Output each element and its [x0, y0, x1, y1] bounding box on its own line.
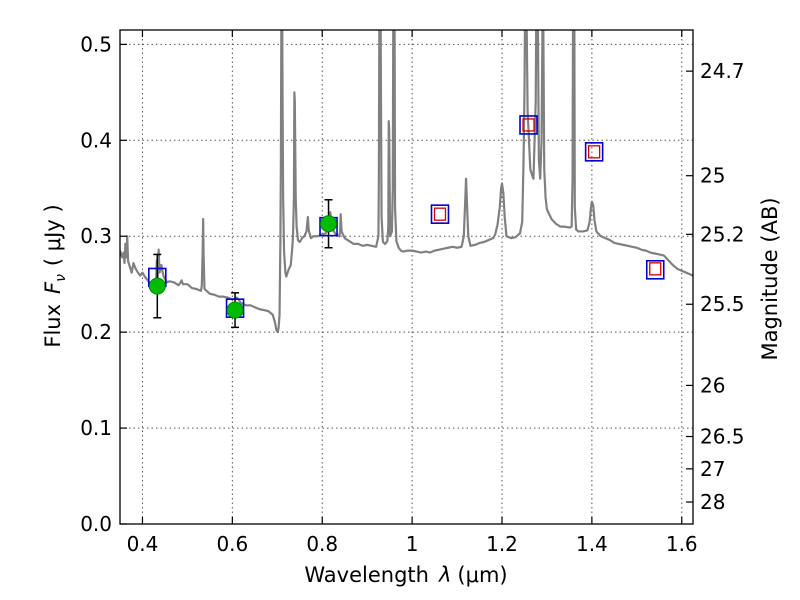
predicted-square	[587, 145, 601, 159]
x-tick-label: 1.4	[576, 532, 608, 556]
y2-tick-label: 25.5	[700, 292, 745, 316]
plot-frame	[119, 29, 694, 525]
x-tick-label: 0.4	[127, 532, 159, 556]
grid-lines	[120, 30, 693, 524]
model-photometry-square	[584, 142, 604, 162]
x-tick-label: 1	[406, 532, 419, 556]
y-tick-label: 0.1	[80, 416, 112, 440]
axes-group: 0.4 0.6 0.8 1 1.2 1.4 1.6 0.0 0.1 0.2 0.3 0.4 0.5 24.…	[80, 29, 745, 556]
y2-tick-label: 26.5	[700, 425, 745, 449]
x-tick-label: 1.2	[486, 532, 518, 556]
y-tick-label: 0.0	[80, 512, 112, 536]
observed-point	[226, 301, 244, 319]
predicted-square	[522, 118, 535, 132]
model-photometry-square	[430, 204, 450, 224]
y2-axis-label: Magnitude (AB)	[758, 197, 782, 360]
x-tick-label: 0.6	[216, 532, 248, 556]
y2-tick-label: 25	[700, 164, 725, 188]
markers-group	[148, 115, 665, 329]
y-axis-label: FluxFν( μJy )	[41, 204, 69, 347]
y2-tick-label: 24.7	[700, 59, 745, 83]
model-photometry-square	[645, 260, 665, 280]
sed-model-line	[120, 30, 693, 334]
y2-tick-label: 27	[700, 457, 725, 481]
x-tick-label: 0.8	[306, 532, 338, 556]
x-tick-label: 1.6	[666, 532, 698, 556]
y-tick-label: 0.5	[80, 32, 112, 56]
predicted-square	[433, 207, 447, 221]
y-tick-label: 0.2	[80, 320, 112, 344]
observed-point	[148, 277, 166, 295]
y2-tick-label: 26	[700, 373, 725, 397]
y2-tick-label: 28	[700, 490, 725, 514]
model-photometry-square	[519, 115, 538, 135]
y-tick-label: 0.4	[80, 128, 112, 152]
x-axis-label: Wavelength λ (μm)	[304, 563, 507, 587]
predicted-square	[649, 262, 662, 276]
y2-tick-label: 25.2	[700, 222, 745, 246]
sed-line-group	[120, 30, 693, 334]
y-tick-label: 0.3	[80, 224, 112, 248]
observed-point	[320, 215, 338, 233]
